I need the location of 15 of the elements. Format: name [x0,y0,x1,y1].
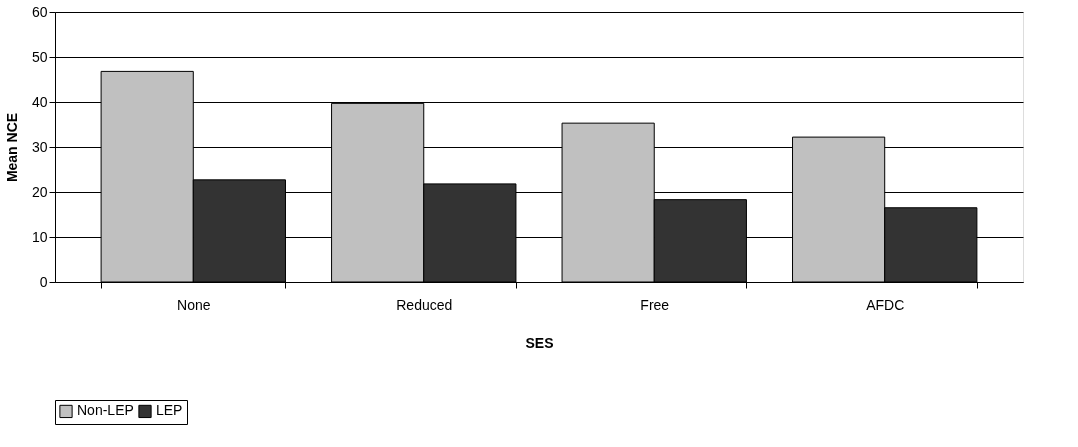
y-tick-label: 50 [31,48,48,65]
y-tick-label: 0 [39,273,48,290]
legend-label: Non-LEP [77,402,134,419]
x-tick-label: AFDC [866,296,905,313]
y-tick-label: 60 [31,3,48,20]
y-tick-label: 20 [31,183,48,200]
y-tick-label: 10 [31,228,48,245]
y-tick-label: 40 [31,93,48,110]
x-tick-label: Free [640,296,670,313]
y-axis-title: Mean NCE [3,112,20,183]
legend-label: LEP [156,402,183,419]
x-axis-title: SES [525,334,554,351]
x-tick-label: Reduced [396,296,453,313]
y-tick-label: 30 [31,138,48,155]
x-tick-label: None [177,296,211,313]
